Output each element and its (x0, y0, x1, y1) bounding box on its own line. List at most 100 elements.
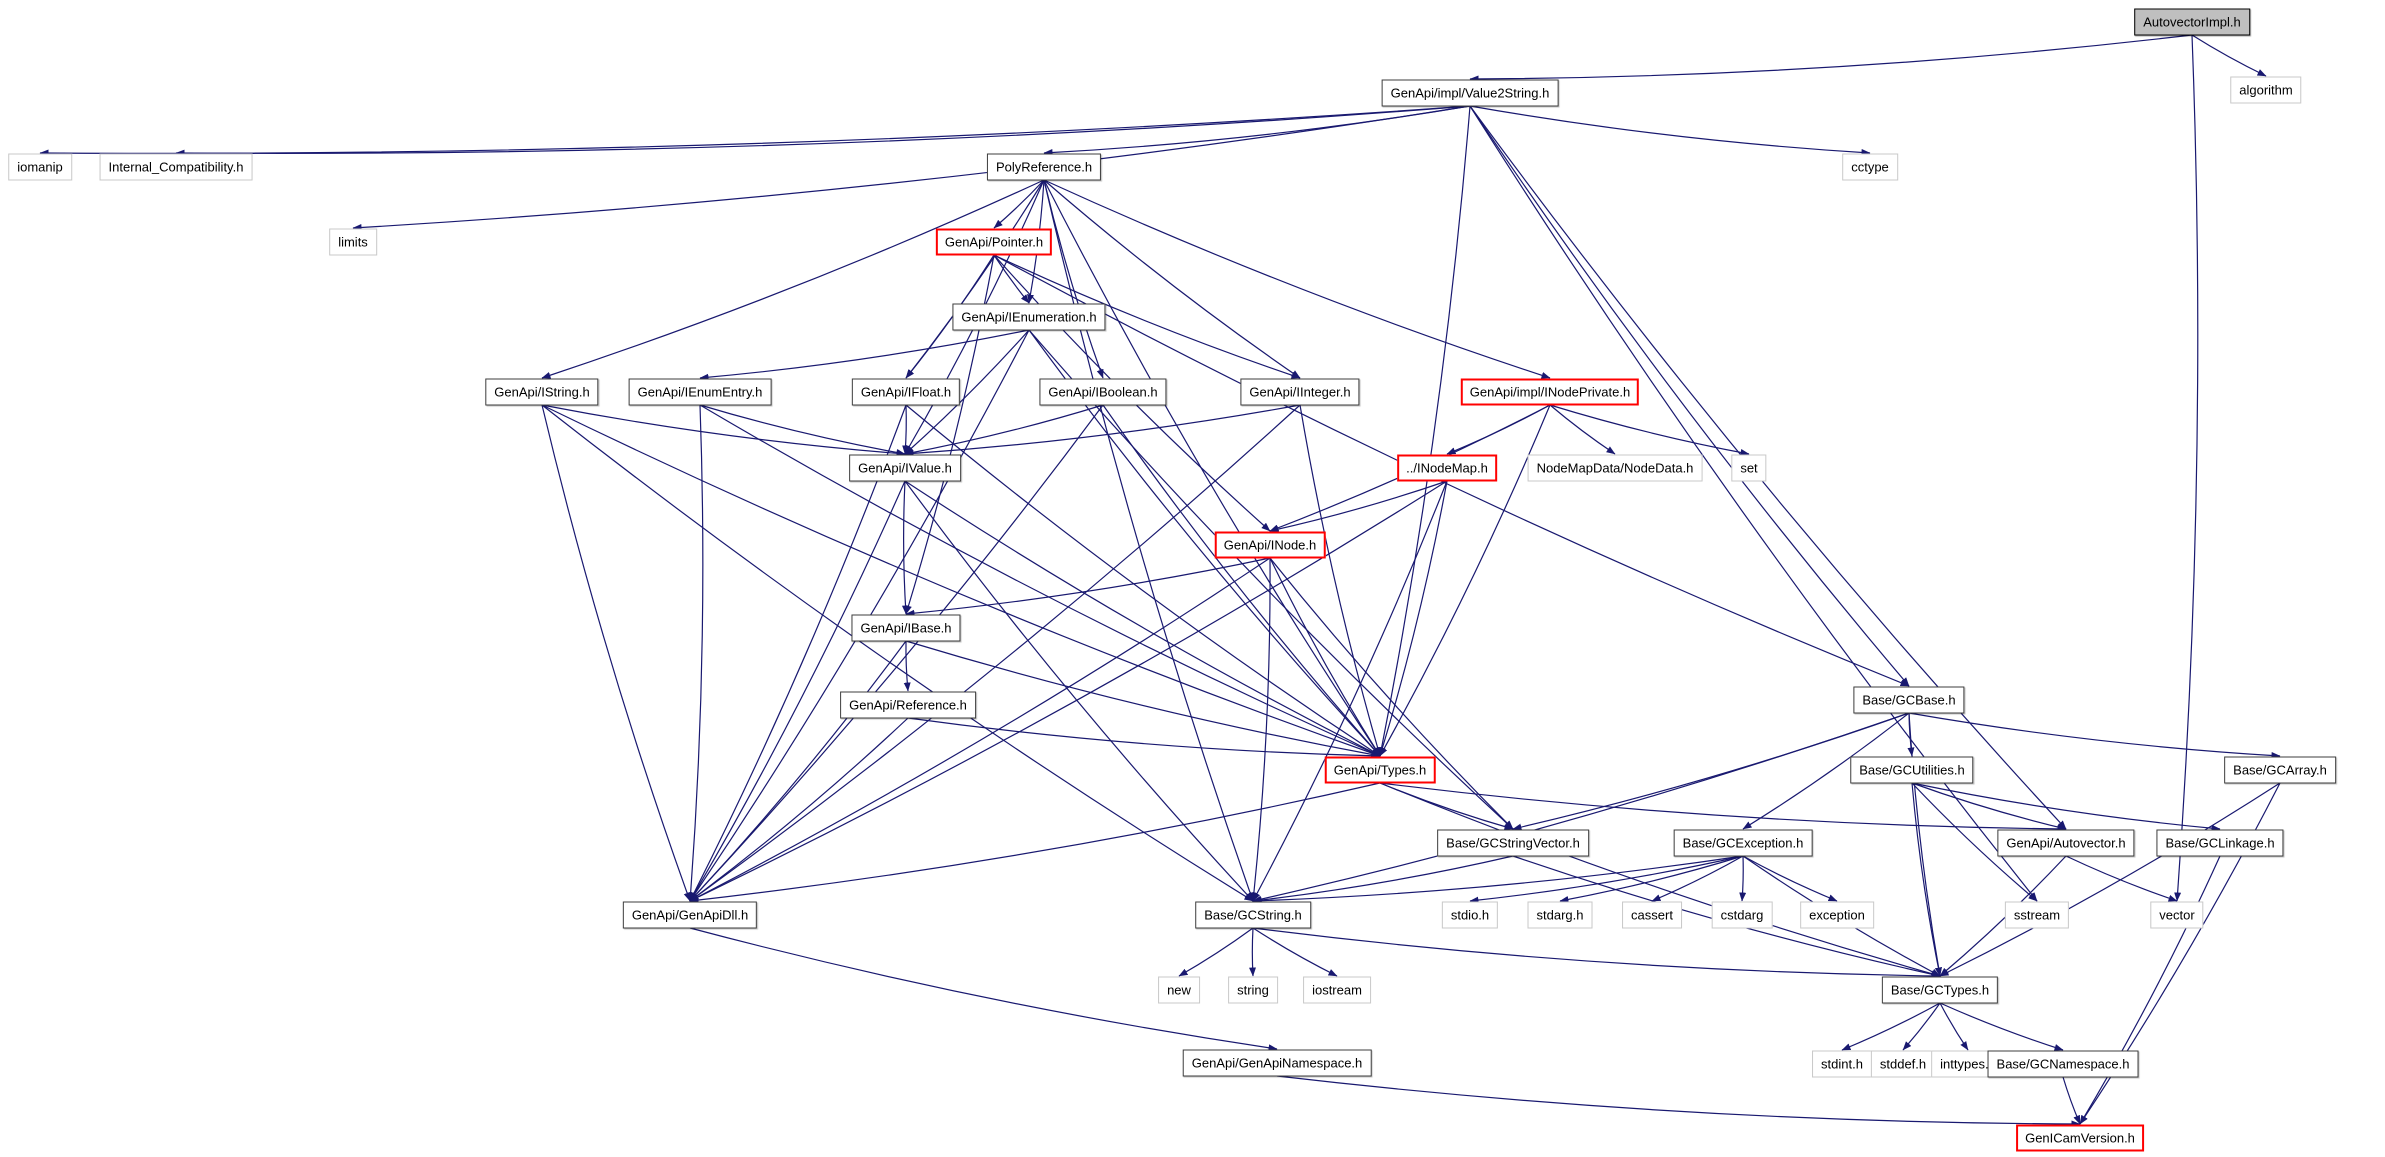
graph-node-gctypes[interactable]: Base/GCTypes.h (1881, 976, 1999, 1004)
graph-node-genapinamespace[interactable]: GenApi/GenApiNamespace.h (1182, 1049, 1372, 1077)
edge-gcutilities-to-gclinkage (1911, 782, 2221, 832)
graph-node-cassert: cassert (1622, 901, 1682, 929)
graph-node-limits: limits (329, 228, 377, 256)
graph-node-iboolean[interactable]: GenApi/IBoolean.h (1039, 378, 1167, 406)
edge-value2string-to-internal_compat (175, 105, 1471, 157)
edge-inode-to-ibase (905, 557, 1271, 617)
edge-polyreference-to-types (1043, 179, 1381, 757)
edge-iinteger-to-types (1299, 404, 1382, 757)
edge-gctypes-to-gcnamespace (1939, 1002, 2064, 1051)
edge-types-to-autovector (1379, 782, 2067, 833)
edge-gcstring-to-gctypes (1252, 927, 1941, 980)
graph-node-genapidll[interactable]: GenApi/GenApiDll.h (622, 901, 758, 929)
graph-node-string: string (1228, 976, 1278, 1004)
graph-node-gcbase[interactable]: Base/GCBase.h (1853, 686, 1965, 714)
edge-ifloat-to-ivalue (902, 404, 910, 455)
graph-node-stdint: stdint.h (1812, 1050, 1872, 1078)
graph-node-exception: exception (1800, 901, 1874, 929)
edge-ivalue-to-ibase (901, 480, 909, 615)
edge-gcexception-to-cassert (1651, 855, 1744, 902)
edge-gcnamespace-to-genicamversion (2062, 1076, 2081, 1125)
edge-istring-to-ivalue (541, 404, 906, 457)
edge-iinteger-to-ivalue (904, 404, 1301, 457)
graph-node-inodemap[interactable]: ../INodeMap.h (1397, 454, 1497, 482)
edge-iboolean-to-types (1102, 404, 1381, 757)
edge-polyreference-to-istring (541, 179, 1045, 379)
edge-types-to-gctypes (1379, 782, 1941, 978)
graph-node-stdio: stdio.h (1441, 901, 1499, 929)
graph-node-cctype: cctype (1842, 153, 1898, 181)
graph-node-inode[interactable]: GenApi/INode.h (1214, 531, 1326, 559)
edge-ivalue-to-gcstring (904, 480, 1254, 902)
edge-ibase-to-genapidll (689, 640, 907, 902)
graph-node-value2string[interactable]: GenApi/impl/Value2String.h (1381, 79, 1559, 107)
graph-node-istring[interactable]: GenApi/IString.h (485, 378, 599, 406)
edge-inodeprivate-to-types (1379, 404, 1551, 757)
graph-node-ienumentry[interactable]: GenApi/IEnumEntry.h (628, 378, 772, 406)
edge-istring-to-types (541, 404, 1381, 757)
graph-node-algorithm: algorithm (2230, 76, 2302, 104)
edge-ienumentry-to-ivalue (699, 404, 906, 456)
graph-node-types[interactable]: GenApi/Types.h (1324, 756, 1436, 784)
edge-inode-to-genapidll (689, 557, 1271, 902)
edge-gcexception-to-gcstring (1252, 855, 1744, 905)
edge-iboolean-to-ivalue (904, 404, 1104, 456)
edge-ivalue-to-types (904, 480, 1381, 757)
graph-node-gcutilities[interactable]: Base/GCUtilities.h (1850, 756, 1974, 784)
graph-node-gcexception[interactable]: Base/GCException.h (1673, 829, 1813, 857)
graph-node-gcarray[interactable]: Base/GCArray.h (2224, 756, 2336, 784)
graph-node-polyreference[interactable]: PolyReference.h (986, 153, 1102, 181)
edge-root-to-vector (2174, 34, 2199, 902)
edge-reference-to-types (907, 717, 1381, 760)
edge-inode-to-gcstring (1250, 557, 1271, 902)
edge-istring-to-genapidll (541, 404, 691, 902)
edge-gctypes-to-inttypes (1939, 1002, 1969, 1051)
edge-ienumeration-to-ienumentry (699, 329, 1030, 381)
edge-inodeprivate-to-inodemap (1446, 404, 1551, 455)
edge-types-to-gcstringvector (1379, 782, 1514, 831)
edge-istring-to-gcstring (541, 404, 1254, 902)
edge-inodeprivate-to-nodedata (1549, 404, 1616, 455)
edge-gcstring-to-new (1178, 927, 1254, 977)
edge-polyreference-to-iboolean (1043, 179, 1104, 379)
graph-node-genicamversion[interactable]: GenICamVersion.h (2016, 1124, 2144, 1152)
graph-node-gcnamespace[interactable]: Base/GCNamespace.h (1987, 1050, 2139, 1078)
graph-node-gclinkage[interactable]: Base/GCLinkage.h (2156, 829, 2284, 857)
graph-node-vector: vector (2150, 901, 2204, 929)
edge-root-to-algorithm (2191, 34, 2267, 77)
edge-ibase-to-reference (903, 640, 911, 692)
edge-genapidll-to-genapinamespace (689, 927, 1278, 1052)
graph-node-reference[interactable]: GenApi/Reference.h (840, 691, 976, 719)
graph-node-stddef: stddef.h (1870, 1050, 1936, 1078)
graph-node-ifloat[interactable]: GenApi/IFloat.h (851, 378, 961, 406)
graph-node-pointer[interactable]: GenApi/Pointer.h (935, 228, 1053, 256)
edge-genapinamespace-to-genicamversion (1276, 1075, 2081, 1128)
graph-node-gcstring[interactable]: Base/GCString.h (1195, 901, 1311, 929)
edge-value2string-to-types (1378, 105, 1471, 757)
graph-node-iostream: iostream (1303, 976, 1371, 1004)
graph-node-iinteger[interactable]: GenApi/IInteger.h (1240, 378, 1360, 406)
edge-gcbase-to-gcarray (1908, 712, 2281, 759)
graph-node-autovector[interactable]: GenApi/Autovector.h (1997, 829, 2135, 857)
edge-ibase-to-types (905, 640, 1381, 758)
graph-node-gcstringvector[interactable]: Base/GCStringVector.h (1437, 829, 1589, 857)
edge-ienumentry-to-types (699, 404, 1381, 757)
edge-gcexception-to-cstdarg (1739, 855, 1747, 902)
edge-gclinkage-to-genicamversion (2079, 855, 2221, 1125)
edge-gcarray-to-gctypes (1939, 782, 2281, 977)
graph-node-ienumeration[interactable]: GenApi/IEnumeration.h (952, 303, 1106, 331)
edge-value2string-to-polyreference (1043, 105, 1471, 157)
edge-reference-to-genapidll (689, 717, 909, 902)
graph-node-inodeprivate[interactable]: GenApi/impl/INodePrivate.h (1460, 378, 1640, 406)
edge-pointer-to-ienumeration (993, 254, 1030, 304)
edge-value2string-to-limits (352, 105, 1471, 231)
edge-pointer-to-iinteger (993, 254, 1301, 379)
graph-node-ivalue[interactable]: GenApi/IValue.h (849, 454, 961, 482)
edge-inode-to-types (1269, 557, 1381, 757)
graph-node-ibase[interactable]: GenApi/IBase.h (851, 614, 961, 642)
edge-inodemap-to-genapidll (689, 480, 1448, 902)
edge-gcbase-to-gcutilities (1907, 712, 1915, 757)
edge-gcstring-to-iostream (1252, 927, 1338, 977)
edge-inodemap-to-types (1379, 480, 1448, 757)
